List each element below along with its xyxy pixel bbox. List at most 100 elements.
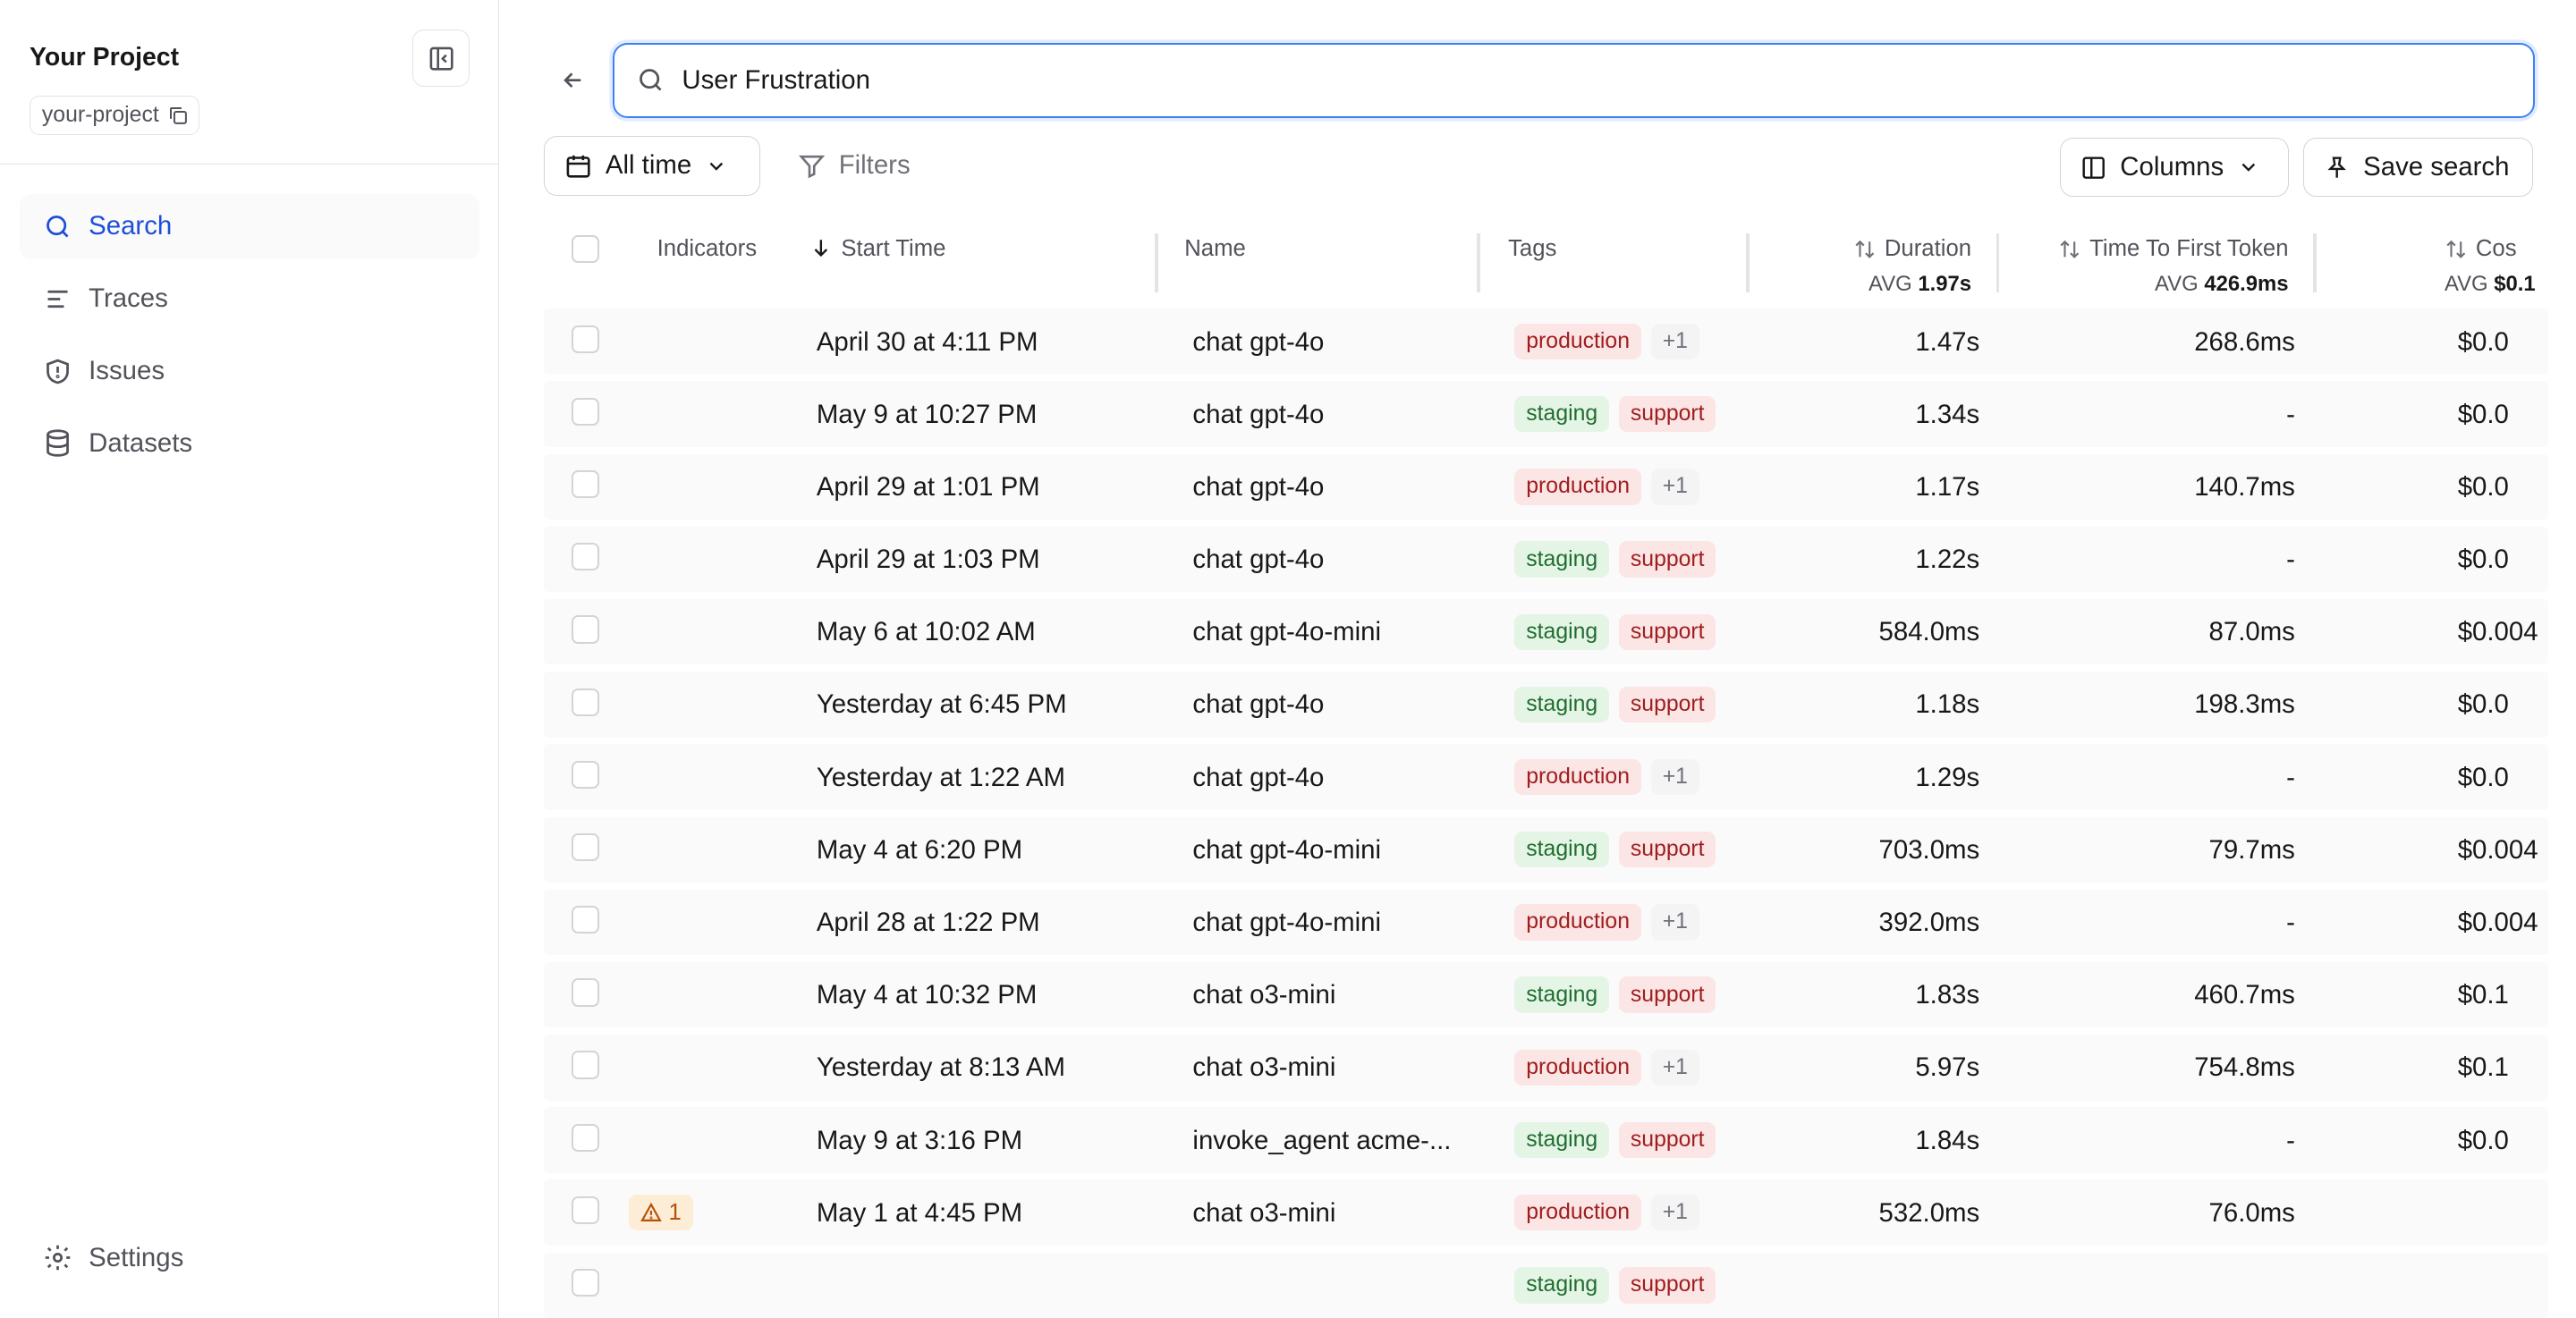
save-search-button[interactable]: Save search	[2303, 138, 2534, 198]
row-checkbox[interactable]	[572, 978, 600, 1007]
header-cost[interactable]: Cos AVG $0.1	[2445, 236, 2536, 297]
table-row[interactable]: April 30 at 4:11 PM chat gpt-4o 1.47s 268.6…	[543, 308, 2548, 375]
search-bar[interactable]	[613, 42, 2536, 119]
back-button[interactable]	[554, 61, 593, 100]
tags-cell: staging support	[1514, 976, 1716, 1013]
header-ttft[interactable]: Time To First Token AVG 426.9ms	[2058, 236, 2289, 297]
sidebar: Your Project your-project Search Traces …	[0, 0, 500, 1318]
collapse-sidebar-button[interactable]	[412, 30, 470, 88]
sidebar-item-label: Issues	[89, 356, 165, 386]
row-checkbox[interactable]	[572, 906, 600, 934]
row-checkbox[interactable]	[572, 688, 600, 716]
more-tags-badge[interactable]: +1	[1650, 1049, 1699, 1086]
sidebar-nav: Search Traces Issues Datasets	[20, 193, 480, 483]
sort-icon	[2446, 240, 2466, 259]
header-indicators[interactable]: Indicators	[657, 236, 758, 262]
table-row[interactable]: staging support	[543, 1252, 2548, 1318]
column-resize-handle[interactable]	[1477, 232, 1480, 292]
column-resize-handle[interactable]	[1746, 232, 1750, 292]
filters-button[interactable]: Filters	[774, 136, 938, 196]
row-checkbox[interactable]	[572, 615, 600, 644]
name-cell: chat gpt-4o	[1192, 762, 1325, 792]
duration-cell: 1.34s	[1915, 399, 1980, 429]
cost-cell: $0.1	[2457, 1052, 2509, 1083]
tag-support: support	[1619, 832, 1716, 868]
tag-support: support	[1619, 613, 1716, 650]
cost-cell: $0.1	[2457, 980, 2509, 1010]
tag-support: support	[1619, 541, 1716, 578]
table-row[interactable]: May 9 at 3:16 PM invoke_agent acme-... 1.8…	[543, 1107, 2548, 1173]
row-checkbox[interactable]	[572, 1269, 600, 1297]
more-tags-badge[interactable]: +1	[1650, 323, 1699, 360]
tags-cell: production +1	[1514, 904, 1699, 941]
issue-indicator-badge[interactable]: 1	[629, 1194, 693, 1231]
header-name[interactable]: Name	[1184, 236, 1246, 262]
table-row[interactable]: April 29 at 1:03 PM chat gpt-4o 1.22s - $0.0…	[543, 526, 2548, 593]
start-time-cell: May 4 at 6:20 PM	[816, 834, 1023, 865]
sidebar-item-traces[interactable]: Traces	[20, 266, 479, 332]
start-time-cell: April 29 at 1:01 PM	[816, 471, 1040, 502]
sidebar-item-issues[interactable]: Issues	[20, 338, 479, 403]
tags-cell: staging support	[1514, 613, 1716, 650]
row-checkbox[interactable]	[572, 470, 600, 499]
header-tags[interactable]: Tags	[1508, 236, 1557, 262]
row-checkbox[interactable]	[572, 397, 600, 427]
table-row[interactable]: May 4 at 10:32 PM chat o3-mini 1.83s 460.7m…	[543, 961, 2548, 1028]
columns-button[interactable]: Columns	[2060, 138, 2289, 198]
table-row[interactable]: April 29 at 1:01 PM chat gpt-4o 1.17s 140.7…	[543, 453, 2548, 520]
header-start-time[interactable]: Start Time	[809, 236, 945, 262]
sidebar-item-label: Datasets	[89, 427, 193, 458]
row-checkbox[interactable]	[572, 543, 600, 571]
tag-staging: staging	[1514, 541, 1610, 578]
tags-cell: production +1	[1514, 758, 1699, 796]
name-cell: chat gpt-4o-mini	[1192, 617, 1382, 647]
table-row[interactable]: May 4 at 6:20 PM chat gpt-4o-mini 703.0ms 7…	[543, 816, 2548, 883]
start-time-cell: May 4 at 10:32 PM	[816, 980, 1038, 1010]
row-checkbox[interactable]	[572, 1051, 600, 1079]
tag-production: production	[1514, 904, 1641, 941]
ttft-cell: 87.0ms	[2208, 617, 2295, 647]
sidebar-item-settings[interactable]: Settings	[20, 1225, 479, 1290]
search-input[interactable]	[682, 64, 2326, 96]
time-range-button[interactable]: All time	[543, 136, 761, 196]
start-time-cell: May 9 at 3:16 PM	[816, 1125, 1023, 1155]
row-checkbox[interactable]	[572, 1123, 600, 1152]
select-all-checkbox[interactable]	[572, 234, 600, 263]
row-checkbox[interactable]	[572, 1195, 600, 1225]
cost-cell: $0.0	[2457, 1125, 2509, 1155]
column-resize-handle[interactable]	[1996, 232, 2000, 292]
cost-cell: $0.004	[2457, 617, 2538, 647]
header-duration[interactable]: Duration AVG 1.97s	[1853, 236, 1971, 297]
table-row[interactable]: Yesterday at 1:22 AM chat gpt-4o 1.29s - $0.…	[543, 744, 2548, 810]
table-row[interactable]: Yesterday at 6:45 PM chat gpt-4o 1.18s 198.…	[543, 672, 2548, 738]
ttft-avg: AVG 426.9ms	[2155, 272, 2289, 297]
row-checkbox[interactable]	[572, 325, 600, 353]
start-time-cell: April 30 at 4:11 PM	[816, 326, 1038, 357]
copy-icon[interactable]	[167, 105, 189, 126]
sidebar-item-datasets[interactable]: Datasets	[20, 410, 479, 476]
column-resize-handle[interactable]	[2313, 232, 2317, 292]
table-row[interactable]: April 28 at 1:22 PM chat gpt-4o-mini 392.0…	[543, 889, 2548, 956]
table-row[interactable]: May 6 at 10:02 AM chat gpt-4o-mini 584.0ms…	[543, 599, 2548, 665]
more-tags-badge[interactable]: +1	[1650, 758, 1699, 796]
column-resize-handle[interactable]	[1155, 232, 1158, 292]
more-tags-badge[interactable]: +1	[1650, 904, 1699, 941]
ttft-cell: -	[2286, 399, 2295, 429]
table-row[interactable]: May 9 at 10:27 PM chat gpt-4o 1.34s - $0.0 st…	[543, 381, 2548, 447]
more-tags-badge[interactable]: +1	[1650, 469, 1699, 505]
tag-staging: staging	[1514, 686, 1610, 723]
project-slug-badge[interactable]: your-project	[30, 95, 199, 135]
duration-cell: 392.0ms	[1878, 907, 1980, 937]
tags-cell: staging support	[1514, 395, 1716, 433]
row-checkbox[interactable]	[572, 832, 600, 862]
more-tags-badge[interactable]: +1	[1650, 1194, 1699, 1231]
cost-cell: $0.0	[2457, 326, 2509, 357]
sidebar-item-search[interactable]: Search	[20, 193, 480, 260]
tag-staging: staging	[1514, 613, 1610, 650]
ttft-cell: 754.8ms	[2194, 1052, 2295, 1083]
tag-staging: staging	[1514, 976, 1610, 1013]
row-checkbox[interactable]	[572, 760, 600, 789]
table-row[interactable]: Yesterday at 8:13 AM chat o3-mini 5.97s 754…	[543, 1035, 2548, 1101]
table-row[interactable]: 1 May 1 at 4:45 PM chat o3-mini 532.0ms 76.0…	[543, 1179, 2548, 1246]
search-icon	[46, 215, 69, 238]
